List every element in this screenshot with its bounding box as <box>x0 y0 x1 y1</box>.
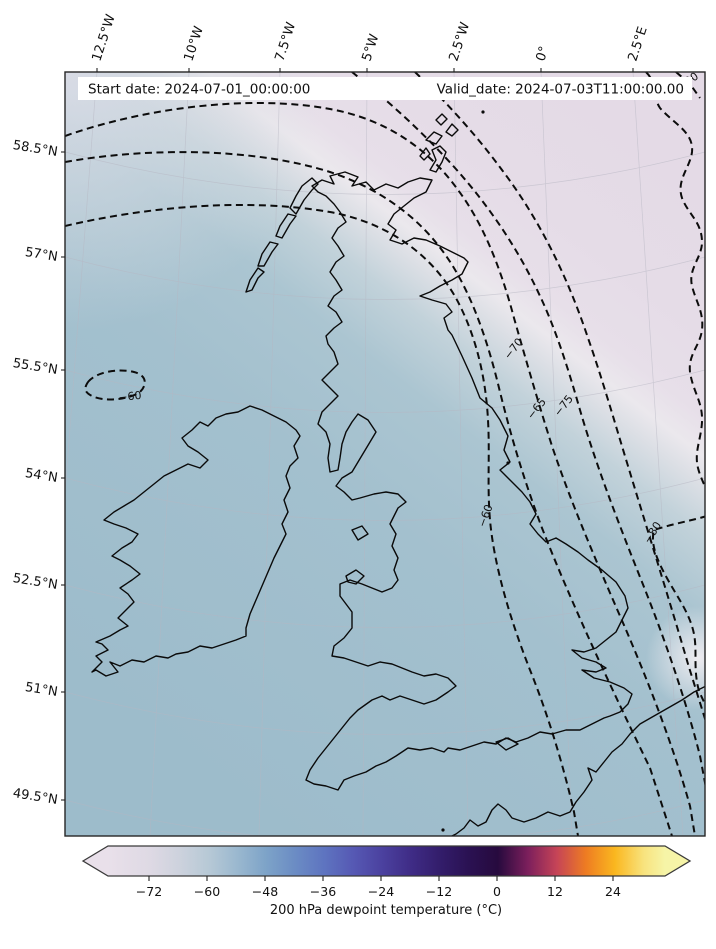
colorbar-tick-label: 12 <box>547 884 563 899</box>
lat-tick-label: 49.5°N <box>12 786 59 808</box>
colorbar-tick-labels: −72 −60 −48 −36 −24 −12 0 12 24 <box>136 884 621 899</box>
colorbar: −72 −60 −48 −36 −24 −12 0 12 24 200 hPa … <box>81 845 692 918</box>
coast-headland-dot <box>506 461 510 465</box>
colorbar-tick-label: −24 <box>368 884 394 899</box>
coast-orkney-shetland <box>419 113 459 173</box>
colorbar-tick-label: 0 <box>493 884 501 899</box>
valid-date-text: Valid_date: 2024-07-03T11:00:00.00 <box>437 82 684 98</box>
top-axis-labels: 12.5°W 10°W 7.5°W 5°W 2.5°W 0° 2.5°E <box>90 13 651 64</box>
colorbar-tick-label: −36 <box>310 884 336 899</box>
lon-tick-label: 7.5°W <box>273 20 300 63</box>
coast-great-britain <box>305 171 633 791</box>
right-edge-bright-spot <box>65 72 705 836</box>
lon-tick-label: 2.5°W <box>447 20 474 63</box>
map-panel: −60 −65 −70 −75 −80 −80 −60 Start date: … <box>12 13 706 837</box>
coast-isle-of-man <box>351 525 369 541</box>
coast-islet-dot <box>441 828 445 832</box>
start-date-text: Start date: 2024-07-01_00:00:00 <box>88 82 310 98</box>
coast-continental-europe <box>450 685 705 836</box>
contour-label-minus60-closed: −60 <box>118 389 142 404</box>
contour-minus60-closed <box>84 369 146 401</box>
coast-islet-dot <box>481 110 485 114</box>
coast-isle-of-wight <box>495 737 519 751</box>
colorbar-tick-label: −72 <box>136 884 162 899</box>
lat-tick-label: 51°N <box>24 680 59 700</box>
lat-tick-label: 58.5°N <box>12 138 59 160</box>
colorbar-tick-label: −48 <box>252 884 278 899</box>
lat-tick-label: 52.5°N <box>12 571 59 593</box>
contour-minus70 <box>65 101 696 836</box>
lon-tick-label: 12.5°W <box>90 13 119 64</box>
coast-anglesey <box>345 569 365 585</box>
map-frame <box>64 71 706 837</box>
lon-tick-label: 5°W <box>360 32 383 63</box>
top-axis <box>96 68 634 72</box>
left-axis <box>61 151 65 801</box>
colorbar-axis-label: 200 hPa dewpoint temperature (°C) <box>270 903 502 918</box>
coast-outer-hebrides <box>245 177 319 293</box>
contour-lines <box>65 72 705 836</box>
graticule <box>65 72 705 836</box>
lat-tick-label: 54°N <box>24 466 59 486</box>
colorbar-tick-label: 24 <box>605 884 621 899</box>
lon-tick-label: 10°W <box>182 24 207 63</box>
lon-tick-label: 2.5°E <box>626 25 651 63</box>
colorbar-ticks <box>148 876 614 881</box>
lon-tick-label: 0° <box>534 45 553 64</box>
contour-minus75 <box>351 72 705 789</box>
colorbar-tick-label: −60 <box>194 884 220 899</box>
coast-ireland <box>91 405 301 677</box>
colorbar-tick-label: −12 <box>426 884 452 899</box>
contour-minus60 <box>65 203 579 836</box>
left-axis-labels: 58.5°N 57°N 55.5°N 54°N 52.5°N 51°N 49.5… <box>12 138 59 808</box>
date-header-bar: Start date: 2024-07-01_00:00:00 Valid_da… <box>78 77 692 100</box>
lat-tick-label: 57°N <box>24 245 59 265</box>
coastlines <box>91 110 705 836</box>
lat-tick-label: 55.5°N <box>12 356 59 378</box>
colorbar-gradient-bar <box>81 845 692 877</box>
contour-minus80-wiggle <box>645 72 705 708</box>
